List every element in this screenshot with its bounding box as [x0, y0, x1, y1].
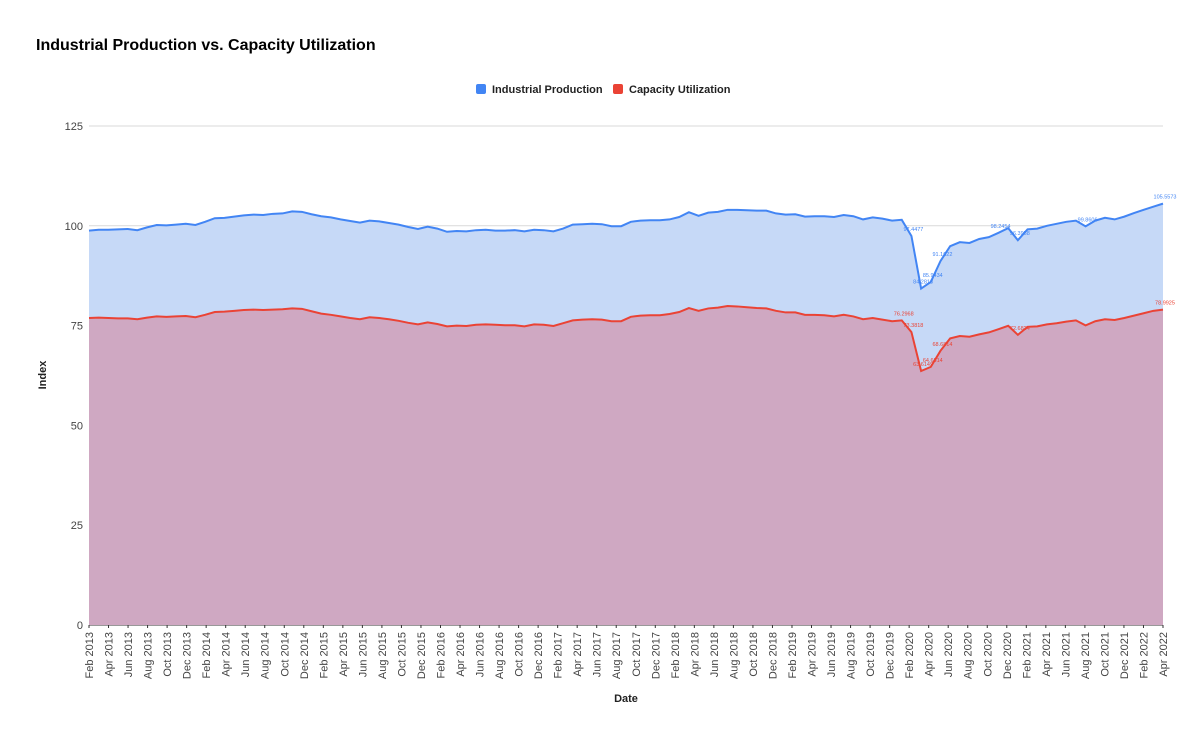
x-tick-label: Feb 2018	[670, 632, 682, 678]
x-tick-label: Oct 2017	[631, 632, 643, 677]
data-label: 72.6824	[1010, 326, 1030, 332]
x-tick-label: Oct 2014	[279, 632, 291, 677]
y-tick-label: 125	[65, 121, 83, 133]
area-fill-1	[89, 306, 1163, 625]
data-label: 85.9434	[923, 273, 943, 279]
data-label: 64.6614	[923, 358, 943, 364]
x-tick-label: Aug 2018	[728, 632, 740, 679]
x-axis-title: Date	[614, 693, 638, 705]
x-tick-label: Apr 2022	[1158, 632, 1170, 677]
x-tick-label: Dec 2017	[650, 632, 662, 679]
legend-label-0: Industrial Production	[492, 84, 603, 96]
legend-swatch-1	[613, 84, 623, 94]
x-tick-label: Oct 2020	[982, 632, 994, 677]
y-tick-label: 50	[71, 420, 83, 432]
x-tick-label: Jun 2016	[475, 632, 487, 677]
chart-title: Industrial Production vs. Capacity Utili…	[36, 37, 376, 54]
x-tick-label: Aug 2021	[1080, 632, 1092, 679]
x-tick-label: Feb 2017	[553, 632, 565, 678]
y-tick-label: 25	[71, 520, 83, 532]
y-axis-title: Index	[37, 360, 49, 390]
x-tick-label: Jun 2013	[123, 632, 135, 677]
x-tick-label: Feb 2020	[904, 632, 916, 678]
x-tick-label: Jun 2019	[826, 632, 838, 677]
data-label: 91.1622	[933, 252, 953, 258]
data-label: 68.6814	[933, 342, 953, 348]
series-line-1	[88, 305, 1164, 373]
data-label: 76.2968	[894, 311, 914, 317]
x-tick-label: Apr 2015	[338, 632, 350, 677]
data-label: 73.3818	[903, 323, 923, 329]
x-tick-label: Dec 2014	[299, 632, 311, 679]
x-tick-label: Aug 2020	[963, 632, 975, 679]
x-tick-label: Dec 2016	[533, 632, 545, 679]
y-tick-label: 75	[71, 321, 83, 333]
x-tick-label: Apr 2019	[807, 632, 819, 677]
series-line-0	[88, 202, 1164, 291]
x-tick-label: Dec 2013	[182, 632, 194, 679]
x-tick-label: Apr 2014	[221, 632, 233, 677]
x-tick-label: Jun 2014	[240, 632, 252, 677]
x-tick-label: Apr 2020	[924, 632, 936, 677]
data-label: 97.4477	[903, 227, 923, 233]
x-tick-label: Dec 2020	[1002, 632, 1014, 679]
data-label: 99.8606	[1078, 217, 1098, 223]
x-tick-label: Aug 2014	[260, 632, 272, 679]
data-label: 105.5573	[1154, 195, 1177, 201]
x-tick-label: Jun 2015	[357, 632, 369, 677]
legend-swatch-0	[476, 84, 486, 94]
x-tick-label: Jun 2021	[1060, 632, 1072, 677]
x-tick-label: Aug 2013	[143, 632, 155, 679]
x-tick-label: Feb 2014	[201, 632, 213, 678]
x-tick-label: Apr 2017	[572, 632, 584, 677]
x-tick-label: Apr 2016	[455, 632, 467, 677]
y-tick-label: 100	[65, 221, 83, 233]
x-tick-label: Feb 2013	[84, 632, 96, 678]
y-tick-label: 0	[77, 620, 83, 632]
x-tick-label: Jun 2018	[709, 632, 721, 677]
x-tick-label: Aug 2017	[611, 632, 623, 679]
x-tick-label: Aug 2019	[846, 632, 858, 679]
x-tick-label: Apr 2013	[104, 632, 116, 677]
x-tick-label: Oct 2016	[514, 632, 526, 677]
data-label: 96.3958	[1010, 231, 1030, 237]
x-tick-label: Oct 2013	[162, 632, 174, 677]
x-tick-label: Feb 2015	[318, 632, 330, 678]
x-tick-label: Dec 2015	[416, 632, 428, 679]
x-tick-label: Oct 2019	[865, 632, 877, 677]
x-tick-label: Jun 2020	[943, 632, 955, 677]
data-label: 98.2454	[991, 224, 1011, 230]
x-tick-label: Feb 2021	[1021, 632, 1033, 678]
x-tick-label: Feb 2022	[1138, 632, 1150, 678]
x-tick-label: Oct 2018	[748, 632, 760, 677]
x-tick-label: Dec 2019	[885, 632, 897, 679]
x-tick-label: Dec 2018	[767, 632, 779, 679]
x-tick-label: Apr 2018	[689, 632, 701, 677]
legend-label-1: Capacity Utilization	[629, 84, 731, 96]
x-tick-label: Oct 2021	[1099, 632, 1111, 677]
data-label: 84.2818	[913, 280, 933, 286]
x-tick-label: Feb 2019	[787, 632, 799, 678]
data-label: 78.9925	[1155, 301, 1175, 307]
x-tick-label: Jun 2017	[592, 632, 604, 677]
x-tick-label: Dec 2021	[1119, 632, 1131, 679]
x-tick-label: Aug 2015	[377, 632, 389, 679]
x-tick-label: Feb 2016	[435, 632, 447, 678]
x-tick-label: Oct 2015	[396, 632, 408, 677]
x-tick-label: Apr 2021	[1041, 632, 1053, 677]
x-tick-label: Aug 2016	[494, 632, 506, 679]
data-label: 63.6149	[913, 362, 933, 368]
